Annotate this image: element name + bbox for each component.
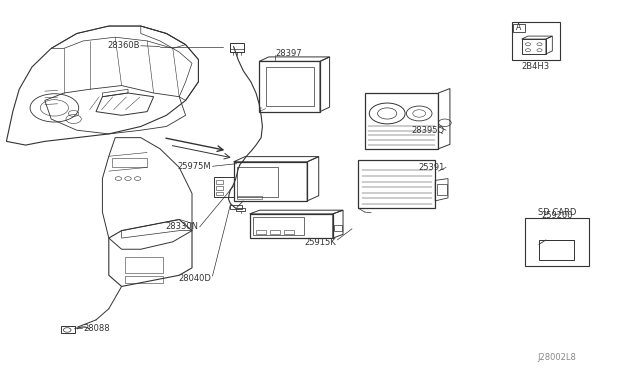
Bar [125, 257, 163, 273]
Bar [237, 167, 278, 197]
Text: 25975M: 25975M [177, 162, 211, 171]
Text: 25391: 25391 [419, 163, 445, 172]
Bar [284, 230, 294, 234]
Bar [234, 162, 307, 201]
Bar [365, 93, 438, 149]
Bar [253, 217, 304, 235]
Text: 2B4H3: 2B4H3 [522, 62, 550, 71]
Bar [230, 205, 242, 209]
Bar [216, 180, 223, 184]
Bar [334, 225, 342, 231]
Text: 28040D: 28040D [179, 274, 211, 283]
Bar [512, 22, 560, 60]
Bar [216, 186, 223, 190]
Text: 28088: 28088 [83, 324, 110, 333]
Text: 259200: 259200 [541, 211, 573, 220]
Bar [270, 230, 280, 234]
Bar [61, 326, 75, 333]
Bar [112, 158, 147, 167]
Bar [266, 67, 314, 106]
Bar [513, 24, 525, 32]
Text: 28330N: 28330N [165, 222, 198, 231]
Bar [237, 196, 262, 199]
Text: SD CARD: SD CARD [538, 208, 576, 217]
Text: 28360B: 28360B [107, 41, 140, 50]
Bar [216, 192, 223, 195]
Text: A: A [516, 23, 522, 32]
Bar [250, 214, 333, 238]
Bar [125, 276, 163, 283]
Bar [539, 240, 574, 260]
Bar [214, 177, 234, 197]
Bar [358, 160, 435, 208]
Bar [256, 230, 266, 234]
Text: 25915K: 25915K [304, 238, 336, 247]
Bar [525, 218, 589, 266]
Bar [236, 208, 245, 211]
Bar [230, 43, 244, 52]
Text: J28002L8: J28002L8 [537, 353, 576, 362]
Text: 28397: 28397 [275, 49, 302, 58]
Text: 28395Q: 28395Q [412, 126, 445, 135]
Bar [437, 184, 447, 195]
